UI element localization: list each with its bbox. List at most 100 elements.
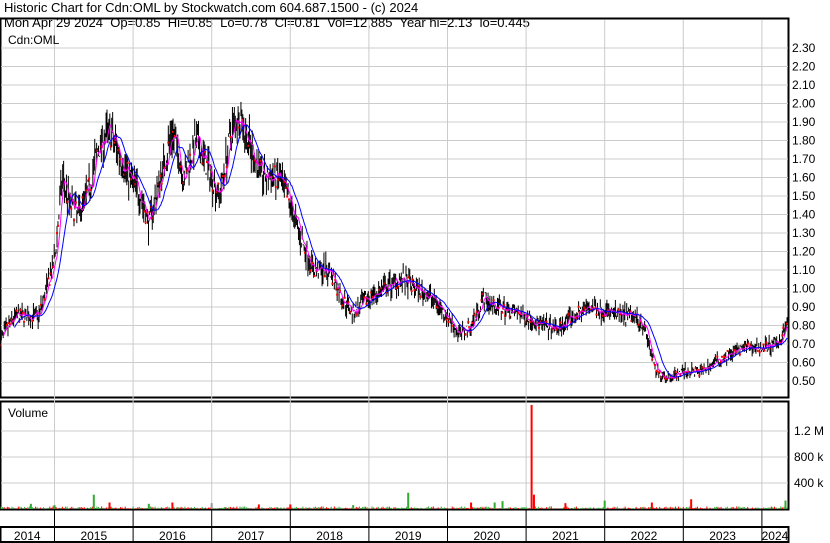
close-dot [229, 136, 232, 139]
volume-bar [470, 502, 473, 509]
close-dot [130, 178, 133, 181]
close-dot [720, 355, 723, 358]
close-dot [756, 349, 759, 352]
close-dot [697, 369, 700, 372]
volume-bar [352, 505, 355, 509]
close-dot [341, 304, 344, 307]
price-panel [0, 17, 790, 399]
close-dot [577, 305, 580, 308]
close-dot [145, 211, 148, 214]
volume-bar [532, 494, 535, 509]
close-dot [452, 324, 455, 327]
x-tick-label: 2018 [316, 529, 343, 543]
close-dot [56, 232, 59, 235]
close-dot [143, 210, 146, 213]
y-tick-label: 2.00 [792, 97, 816, 111]
volume-bar [53, 505, 56, 509]
close-dot [323, 275, 326, 278]
close-dot [428, 292, 431, 295]
close-dot [113, 141, 116, 144]
close-dot [148, 211, 151, 214]
close-dot [274, 185, 277, 188]
close-dot [380, 287, 383, 290]
close-dot [273, 165, 276, 168]
volume-panel [0, 400, 790, 511]
close-dot [539, 320, 542, 323]
y-tick-label: 1.10 [792, 263, 816, 277]
close-dot [651, 358, 654, 361]
y-tick-label: 1.30 [792, 226, 816, 240]
close-dot [23, 312, 26, 315]
close-dot [310, 256, 313, 259]
volume-bar [407, 492, 410, 509]
close-dot [343, 296, 346, 299]
close-dot [458, 331, 461, 334]
volume-bar [564, 503, 567, 509]
y-tick-label: 2.20 [792, 60, 816, 74]
close-dot [763, 349, 766, 352]
close-dot [167, 141, 170, 144]
y-tick-label: 1.90 [792, 115, 816, 129]
grid: 2014 2015 2016 2017 2018 2019 2020 2021 2022 2023… [0, 17, 824, 543]
close-dot [447, 320, 450, 323]
x-tick-label: 2019 [395, 529, 422, 543]
close-dot [18, 320, 21, 323]
close-dot [114, 138, 117, 141]
close-dot [259, 159, 262, 162]
close-dot [418, 284, 421, 287]
y-tick-label: 1.20 [792, 245, 816, 259]
close-dot [595, 313, 598, 316]
chart-title: Historic Chart for Cdn:OML by Stockwatch… [4, 0, 419, 15]
close-dot [39, 303, 42, 306]
close-dot [72, 219, 75, 222]
close-dot [762, 343, 765, 346]
volume-bar [108, 502, 111, 509]
close-dot [124, 168, 127, 171]
close-dot [100, 145, 103, 148]
close-dot [211, 189, 214, 192]
close-dot [47, 277, 50, 280]
close-dot [23, 320, 26, 323]
close-dot [568, 312, 571, 315]
close-dot [630, 319, 633, 322]
close-dot [575, 317, 578, 320]
y-tick-label: 1.00 [792, 282, 816, 296]
close-dot [750, 344, 753, 347]
close-dot [173, 135, 176, 138]
moving-average-long [14, 124, 788, 378]
close-dot [313, 274, 316, 277]
close-dot [89, 188, 92, 191]
x-tick-label: 2014 [14, 529, 41, 543]
close-dot [698, 374, 701, 377]
y-tick-label: 0.50 [792, 374, 816, 388]
close-dot [589, 308, 592, 311]
close-dot [336, 293, 339, 296]
volume-bar [493, 502, 496, 509]
close-dot [723, 355, 726, 358]
close-dot [355, 313, 358, 316]
close-dot [87, 179, 90, 182]
close-dot [285, 187, 288, 190]
close-dot [277, 178, 280, 181]
close-dot [349, 310, 352, 313]
close-dot [70, 207, 73, 210]
volume-tick-label: 400 k [794, 476, 824, 490]
close-dot [117, 149, 120, 152]
close-dot [254, 159, 257, 162]
close-dot [66, 200, 69, 203]
close-dot [43, 298, 46, 301]
close-dot [517, 311, 520, 314]
close-dot [567, 314, 570, 317]
x-tick-label: 2020 [473, 529, 500, 543]
close-dot [654, 363, 657, 366]
close-dot [238, 126, 241, 129]
close-dot [670, 376, 673, 379]
close-dot [545, 320, 548, 323]
close-dot [675, 376, 678, 379]
close-dot [81, 196, 84, 199]
close-dot [471, 321, 474, 324]
close-dot [49, 272, 52, 275]
close-dot [363, 296, 366, 299]
volume-bar [210, 503, 213, 509]
close-dot [217, 182, 220, 185]
